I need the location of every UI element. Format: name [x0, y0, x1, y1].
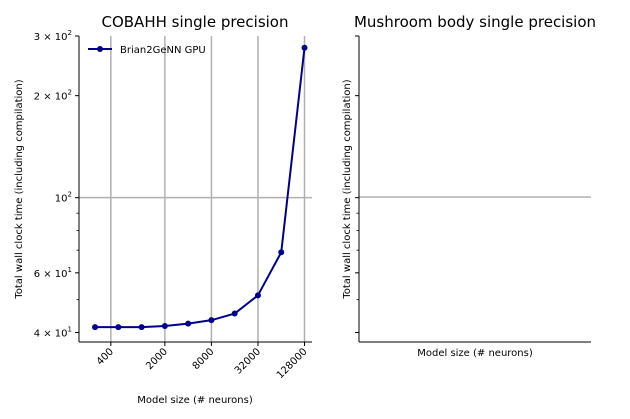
y-axis-label: Total wall clock time (including compila…: [342, 79, 353, 299]
data-point: [92, 324, 99, 331]
data-point: [185, 320, 192, 327]
mushroom-body-panel: Mushroom body single precision Total wal…: [342, 13, 596, 359]
data-point: [138, 324, 145, 331]
chart-title: COBAHH single precision: [101, 13, 288, 31]
data-point: [208, 317, 215, 324]
legend: Brian2GeNN GPU: [88, 45, 206, 56]
x-tick-label: 32000: [233, 346, 263, 376]
y-tick-label: 2 × 102: [34, 89, 72, 103]
data-point: [278, 249, 285, 256]
y-ticks: [355, 35, 359, 334]
data-point: [115, 324, 122, 331]
legend-marker: [97, 46, 103, 52]
cobahh-panel: COBAHH single precision 4 × 101 6 × 101 10…: [14, 13, 312, 406]
series-group: [92, 44, 308, 331]
x-axis-label: Model size (# neurons): [417, 348, 533, 359]
data-point: [254, 292, 261, 299]
y-tick-label: 4 × 101: [34, 326, 72, 340]
x-tick-label: 128000: [275, 346, 310, 381]
data-point: [231, 310, 238, 317]
y-tick-label: 102: [55, 191, 72, 205]
y-tick-label: 6 × 101: [34, 266, 72, 280]
y-axis-label: Total wall clock time (including compila…: [14, 79, 25, 299]
chart-title: Mushroom body single precision: [354, 13, 596, 31]
x-tick-label: 2000: [144, 346, 170, 372]
y-ticks: 4 × 101 6 × 101 102 2 × 102 3 × 102: [34, 29, 79, 340]
x-axis-label: Model size (# neurons): [137, 395, 253, 406]
data-point: [161, 323, 168, 330]
x-tick-label: 400: [95, 346, 116, 367]
x-tick-label: 8000: [191, 346, 217, 372]
series-line: [95, 47, 306, 329]
legend-label: Brian2GeNN GPU: [120, 45, 206, 56]
grid: [79, 36, 312, 342]
x-ticks: 400 2000 8000 32000 128000: [95, 342, 310, 381]
data-point: [301, 44, 308, 51]
y-tick-label: 3 × 102: [34, 29, 72, 43]
